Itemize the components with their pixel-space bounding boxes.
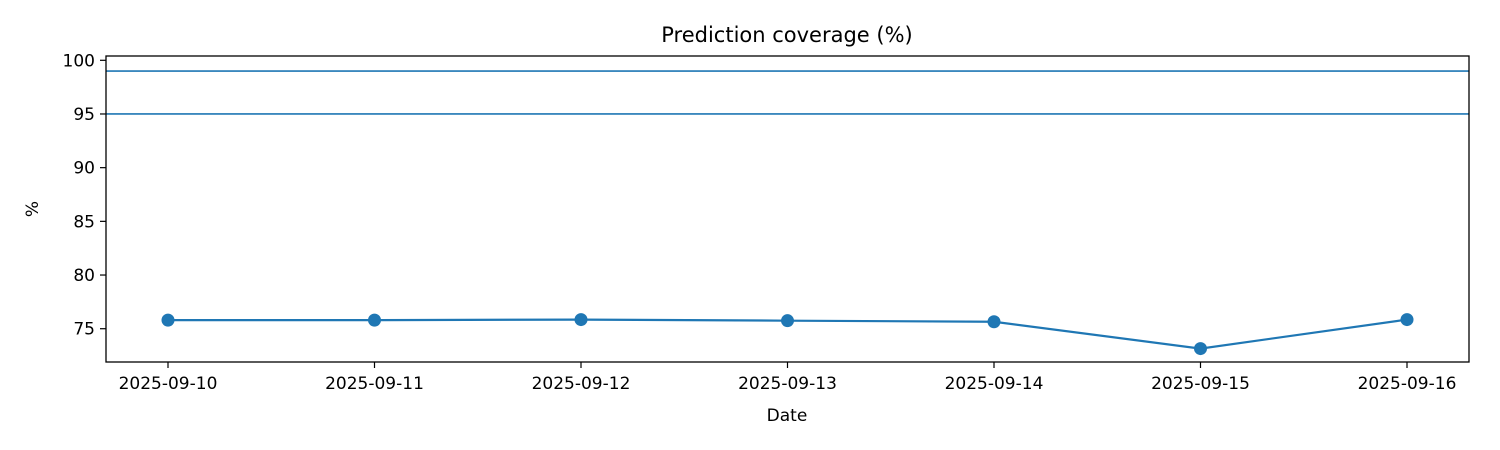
y-tick-label: 95 — [73, 105, 95, 125]
y-tick-label: 100 — [63, 51, 95, 71]
y-axis-label: % — [23, 201, 43, 217]
data-point — [574, 313, 588, 327]
data-point — [161, 313, 175, 327]
x-tick-label: 2025-09-13 — [738, 374, 837, 394]
x-axis-label: Date — [767, 406, 808, 426]
data-point — [781, 314, 794, 328]
x-tick-label: 2025-09-11 — [325, 374, 424, 394]
x-tick-label: 2025-09-12 — [532, 374, 631, 394]
series-layer — [161, 313, 1414, 356]
x-tick-label: 2025-09-14 — [945, 374, 1044, 394]
x-tick-label: 2025-09-10 — [119, 374, 218, 394]
y-tick-label: 75 — [73, 320, 95, 340]
data-point — [1194, 342, 1207, 356]
reference-lines — [106, 70, 1469, 115]
y-axis-ticks: 75 80 85 90 95 100 — [63, 51, 106, 340]
data-point — [987, 315, 1001, 329]
y-tick-label: 90 — [73, 159, 95, 179]
y-tick-label: 85 — [73, 212, 95, 232]
plot-frame — [105, 55, 1470, 363]
y-tick-label: 80 — [73, 266, 95, 286]
x-tick-label: 2025-09-16 — [1358, 374, 1457, 394]
chart-title: Prediction coverage (%) — [661, 23, 913, 47]
x-tick-label: 2025-09-15 — [1151, 374, 1250, 394]
data-point — [368, 313, 381, 327]
data-point — [1400, 313, 1414, 327]
x-axis-ticks: 2025-09-10 2025-09-11 2025-09-12 2025-09-13… — [119, 362, 1457, 394]
